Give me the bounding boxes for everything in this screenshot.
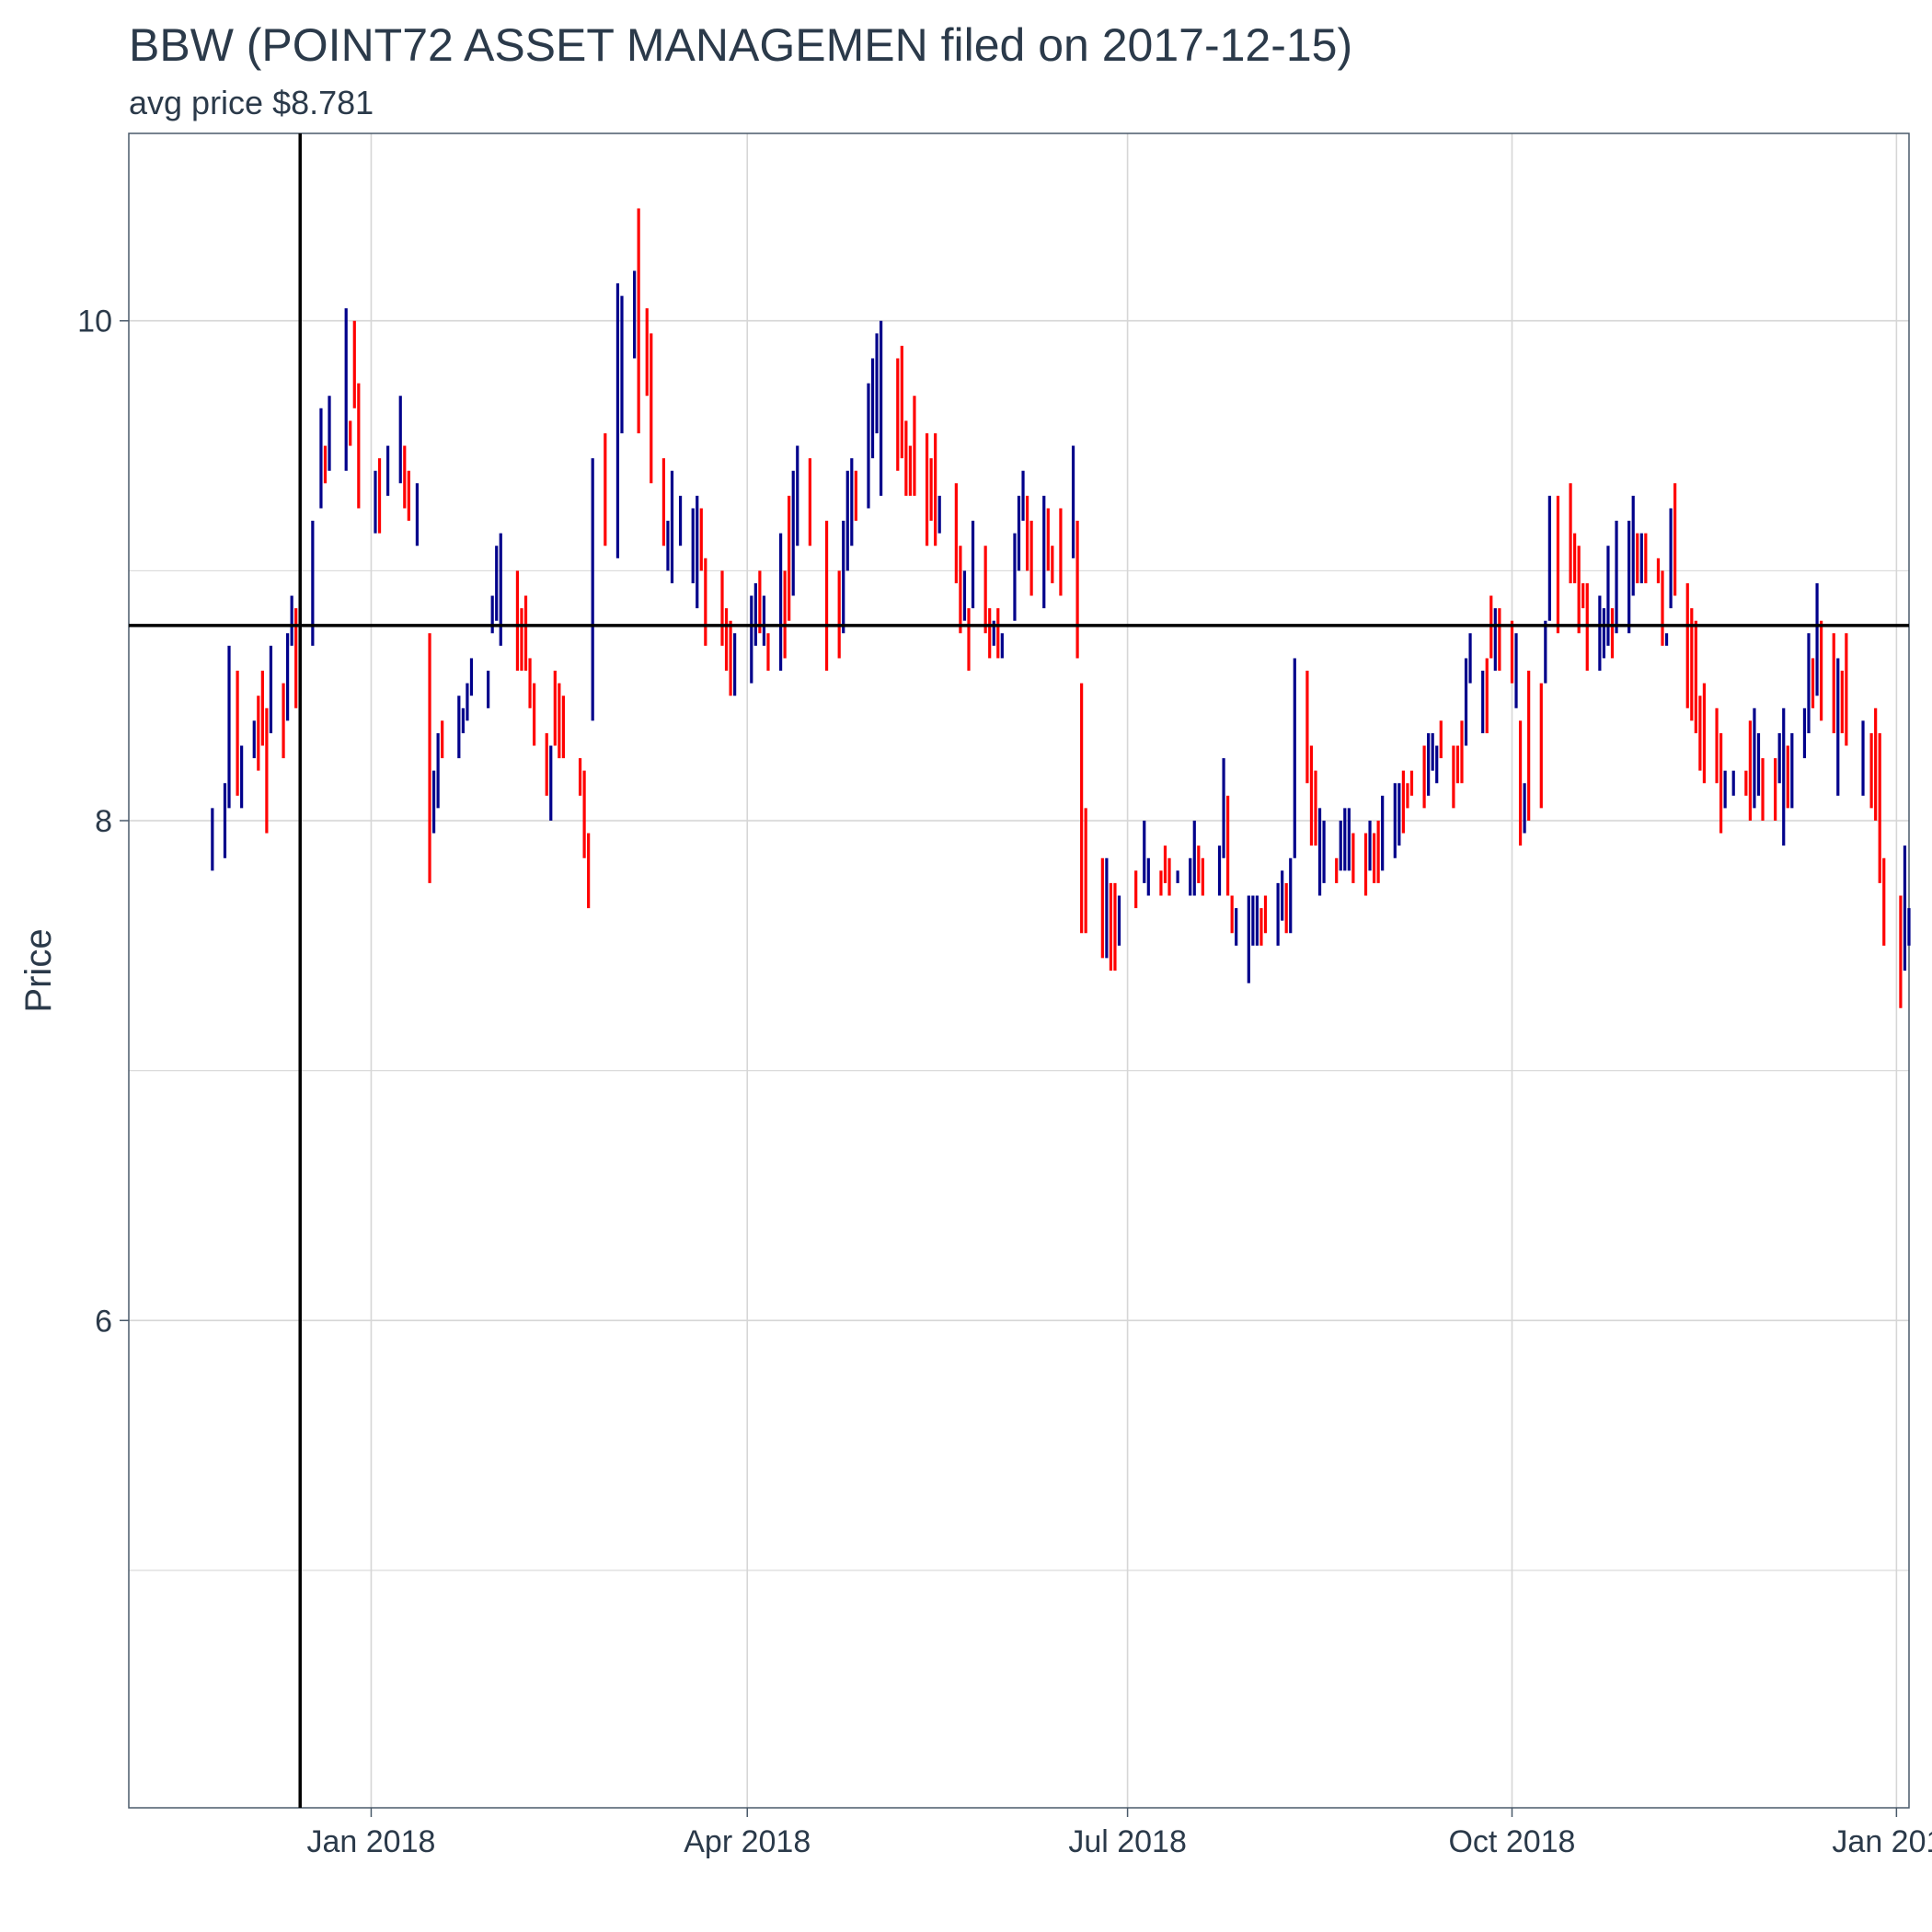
y-tick-label: 10 [77, 305, 112, 339]
chart-subtitle: avg price $8.781 [129, 84, 374, 121]
x-tick-label: Apr 2018 [684, 1824, 811, 1859]
y-tick-label: 6 [95, 1304, 112, 1339]
plot-background [129, 133, 1909, 1808]
y-axis-label: Price [18, 928, 59, 1012]
x-tick-label: Jan 2019 [1832, 1824, 1932, 1859]
y-tick-label: 8 [95, 804, 112, 839]
x-tick-label: Jul 2018 [1068, 1824, 1187, 1859]
x-axis: Jan 2018 Apr 2018 Jul 2018 Oct 2018 Jan 2019 [306, 1808, 1932, 1859]
chart-title: BBW (POINT72 ASSET MANAGEMEN filed on 20… [129, 19, 1352, 71]
plot-border [128, 132, 1910, 1809]
candles-layer [211, 208, 1911, 1008]
x-tick-label: Jan 2018 [306, 1824, 435, 1859]
y-axis: 6 8 10 [77, 305, 129, 1339]
reference-lines [129, 133, 1909, 1808]
x-tick-label: Oct 2018 [1448, 1824, 1575, 1859]
plot-area [128, 132, 1910, 1809]
